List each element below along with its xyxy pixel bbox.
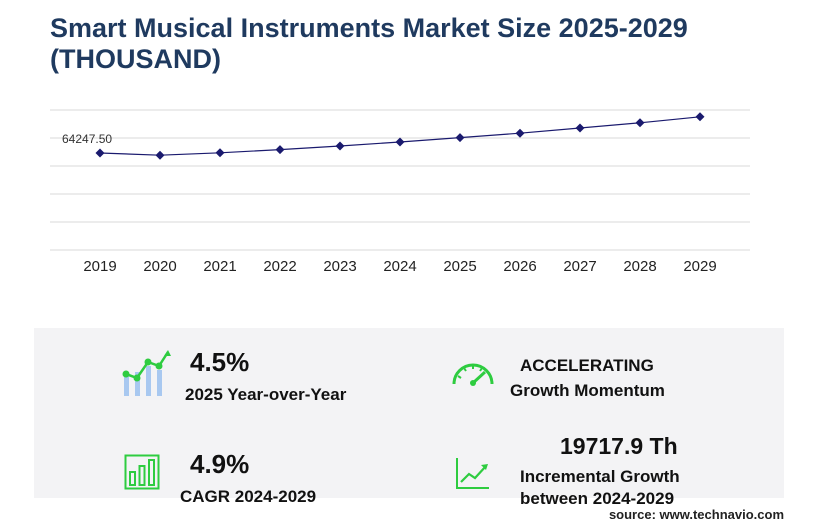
- x-tick-label: 2025: [443, 258, 476, 275]
- speedometer-icon: [452, 363, 494, 386]
- incremental-label-line2: between 2024-2029: [520, 489, 675, 508]
- data-point: [515, 128, 525, 138]
- momentum-value: ACCELERATING: [520, 356, 654, 375]
- yoy-label: 2025 Year-over-Year: [185, 385, 347, 404]
- data-point: [635, 118, 645, 128]
- trend-up-icon: [456, 458, 489, 489]
- source-credit: source: www.technavio.com: [608, 507, 784, 522]
- data-point: [335, 141, 345, 151]
- data-point: [275, 145, 285, 155]
- x-tick-label: 2022: [263, 258, 296, 275]
- bar-chart-icon: [124, 454, 160, 490]
- growth-chart-icon: [122, 350, 171, 396]
- x-tick-label: 2027: [563, 258, 596, 275]
- chart-title: Smart Musical Instruments Market Size 20…: [50, 13, 688, 74]
- x-tick-label: 2026: [503, 258, 536, 275]
- incremental-value: 19717.9 Th: [560, 433, 678, 459]
- x-tick-label: 2024: [383, 258, 416, 275]
- x-tick-label: 2023: [323, 258, 356, 275]
- x-tick-label: 2019: [83, 258, 116, 275]
- data-point: [95, 148, 105, 158]
- data-point: [455, 133, 465, 143]
- data-point: [695, 112, 705, 122]
- x-tick-label: 2028: [623, 258, 656, 275]
- data-point: [575, 123, 585, 133]
- series-line: [99, 116, 701, 156]
- yoy-value: 4.5%: [190, 347, 250, 377]
- data-point: [215, 148, 225, 158]
- data-point: [395, 137, 405, 147]
- momentum-label: Growth Momentum: [510, 381, 665, 400]
- x-tick-label: 2020: [143, 258, 176, 275]
- cagr-value: 4.9%: [190, 449, 250, 479]
- line-chart: 2019 2020 2021 2022 2023 2024 2025 2026 2027 2028…: [50, 109, 750, 275]
- incremental-label-line1: Incremental Growth: [520, 467, 680, 486]
- data-point: [155, 150, 165, 160]
- data-label: 64247.50: [62, 132, 112, 146]
- x-tick-label: 2029: [683, 258, 716, 275]
- x-tick-label: 2021: [203, 258, 236, 275]
- cagr-label: CAGR 2024-2029: [180, 487, 317, 506]
